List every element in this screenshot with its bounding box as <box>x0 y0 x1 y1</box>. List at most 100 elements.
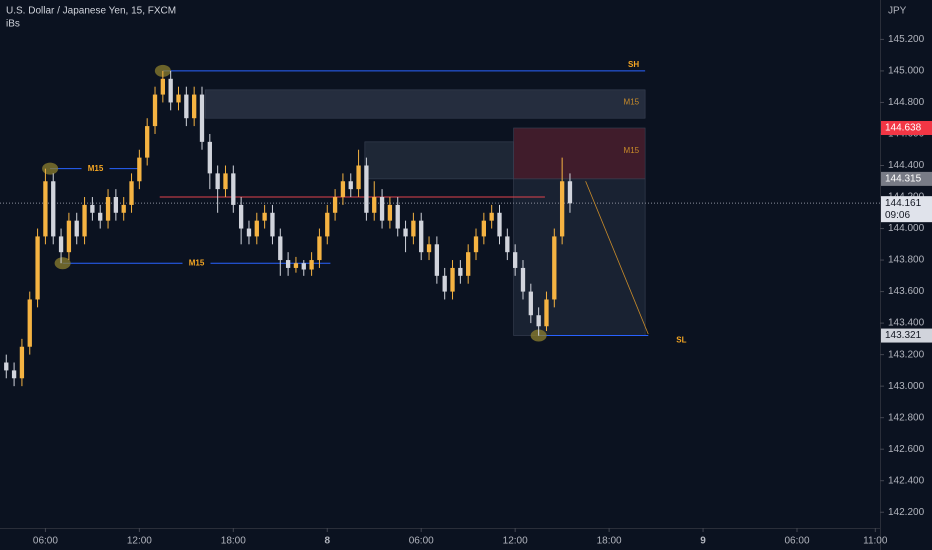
candle-body <box>411 220 416 237</box>
candle-body <box>207 141 212 174</box>
zone-label: M15 <box>624 146 640 155</box>
y-tick-label: 143.400 <box>888 318 925 329</box>
candle-body <box>19 346 25 379</box>
candle-body <box>184 94 189 119</box>
candle-body <box>137 157 142 182</box>
level-label: M15 <box>88 164 104 173</box>
candle-body <box>387 204 393 221</box>
candle-body <box>51 181 56 237</box>
candle-body <box>270 212 275 237</box>
price-tag <box>881 120 932 135</box>
y-tick-label: 142.600 <box>888 444 925 455</box>
candle-body <box>121 204 126 213</box>
candle-body <box>340 181 346 198</box>
level-label: SL <box>676 336 686 345</box>
y-tick-label: 143.200 <box>888 349 925 360</box>
candle-body <box>505 236 510 253</box>
candle-body <box>160 78 165 95</box>
candle-body <box>301 263 306 270</box>
candle-body <box>192 94 197 119</box>
target-arrow <box>585 181 649 335</box>
candle-body <box>442 275 447 292</box>
candle-body <box>348 181 353 190</box>
y-tick-label: 143.600 <box>888 286 925 297</box>
price-tag <box>881 171 932 186</box>
candle-body <box>364 165 369 213</box>
x-tick-label: 18:00 <box>221 536 246 547</box>
candle-body <box>231 173 236 205</box>
candle-body <box>11 370 17 379</box>
x-tick-label: 8 <box>324 536 330 547</box>
candle-body <box>536 315 541 327</box>
candle-body <box>317 236 322 261</box>
candle-body <box>332 197 338 213</box>
candle-body <box>168 78 173 103</box>
candle-body <box>66 220 72 253</box>
candle-body <box>489 212 494 221</box>
x-tick-label: 06:00 <box>33 536 58 547</box>
price-axis: 145.200145.000144.800144.600144.400144.2… <box>880 34 932 518</box>
y-tick-label: 144.400 <box>888 160 925 171</box>
y-tick-label: 142.200 <box>888 507 925 518</box>
candle-body <box>4 362 9 371</box>
candle-body <box>426 244 432 253</box>
candle-body <box>90 204 95 213</box>
candle-body <box>129 181 134 205</box>
candle-body <box>403 228 408 237</box>
candle-body <box>238 204 244 229</box>
candles <box>4 70 573 387</box>
drawings: M15 M15 SH M15 M15 SL <box>0 60 880 345</box>
candle-body <box>215 173 220 190</box>
candle-body <box>98 212 103 221</box>
candle-body <box>27 299 32 347</box>
candle-body <box>552 236 557 300</box>
candle-body <box>262 212 267 221</box>
candle-body <box>379 197 385 221</box>
candle-body <box>293 263 299 268</box>
candle-body <box>278 236 283 261</box>
zone-label: M15 <box>624 98 640 107</box>
candle-body <box>105 197 111 221</box>
swing-marker <box>54 257 71 270</box>
candle-body <box>544 299 549 327</box>
level-label: SH <box>628 60 639 69</box>
last-price-label: 144.161 <box>885 198 922 209</box>
indicator-name: iBs <box>6 19 20 30</box>
y-tick-label: 145.000 <box>888 66 925 77</box>
candle-body <box>152 94 158 127</box>
candle-body <box>199 94 205 142</box>
candle-body <box>58 236 64 253</box>
candle-body <box>35 236 40 300</box>
candle-body <box>223 173 228 190</box>
y-tick-label: 144.000 <box>888 223 925 234</box>
candle-body <box>372 197 377 213</box>
zone-box <box>364 141 514 180</box>
x-tick-label: 06:00 <box>409 536 434 547</box>
candle-body <box>246 228 252 237</box>
candle-body <box>285 260 291 268</box>
candle-body <box>567 181 573 204</box>
y-tick-label: 142.800 <box>888 412 925 423</box>
candle-body <box>74 220 79 237</box>
candle-body <box>309 260 314 270</box>
zone-box <box>513 127 646 180</box>
candle-body <box>520 267 526 292</box>
candle-body <box>419 220 424 253</box>
x-tick-label: 12:00 <box>503 536 528 547</box>
last-price-tag <box>881 196 932 223</box>
candle-body <box>434 244 440 276</box>
y-tick-label: 142.400 <box>888 475 925 486</box>
candle-body <box>82 204 87 237</box>
candle-body <box>473 236 479 253</box>
candle-body <box>559 181 565 237</box>
candle-body <box>43 181 48 237</box>
price-tag-label: 143.321 <box>885 330 922 341</box>
candle-body <box>458 267 463 276</box>
candle-body <box>450 267 455 292</box>
x-tick-label: 12:00 <box>127 536 152 547</box>
candle-body <box>513 252 518 268</box>
zone-box <box>204 89 646 119</box>
candle-body <box>176 94 181 103</box>
y-tick-label: 143.800 <box>888 255 925 266</box>
candle-body <box>325 212 330 237</box>
